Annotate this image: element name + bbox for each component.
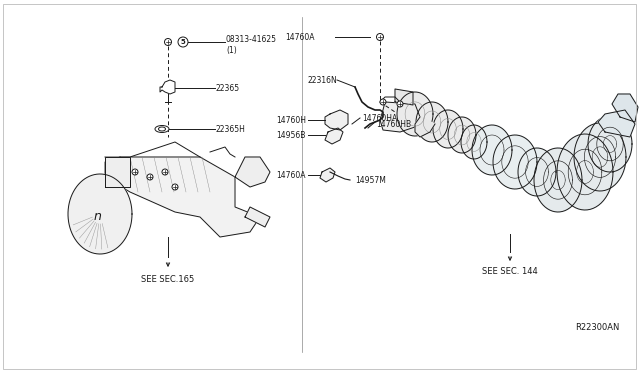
Polygon shape	[598, 110, 635, 137]
Polygon shape	[380, 102, 420, 132]
Circle shape	[397, 101, 403, 107]
Polygon shape	[105, 157, 260, 237]
Text: 14760HA: 14760HA	[362, 113, 397, 122]
Polygon shape	[105, 157, 130, 187]
Text: 22365: 22365	[216, 83, 240, 93]
Polygon shape	[245, 207, 270, 227]
Text: SEE SEC.165: SEE SEC.165	[141, 275, 195, 283]
Polygon shape	[395, 89, 413, 105]
Polygon shape	[160, 80, 175, 94]
Polygon shape	[68, 174, 132, 254]
Circle shape	[164, 38, 172, 45]
Polygon shape	[534, 148, 582, 212]
Polygon shape	[612, 94, 638, 122]
Circle shape	[147, 174, 153, 180]
Ellipse shape	[155, 125, 169, 132]
Text: 14760A: 14760A	[276, 170, 306, 180]
Text: 14760A: 14760A	[285, 32, 315, 42]
Polygon shape	[588, 116, 632, 172]
Text: 14760HB: 14760HB	[376, 119, 411, 128]
Circle shape	[376, 33, 383, 41]
Polygon shape	[461, 125, 487, 159]
Text: 5: 5	[180, 39, 186, 45]
Text: 14956B: 14956B	[276, 131, 306, 140]
Polygon shape	[574, 123, 626, 191]
Polygon shape	[235, 157, 270, 187]
Polygon shape	[448, 117, 476, 153]
Ellipse shape	[159, 127, 166, 131]
Text: R22300AN: R22300AN	[575, 323, 620, 331]
Text: 14957M: 14957M	[355, 176, 386, 185]
Circle shape	[178, 37, 188, 47]
Text: 14760H: 14760H	[276, 115, 306, 125]
Text: SEE SEC. 144: SEE SEC. 144	[482, 267, 538, 276]
Text: 22365H: 22365H	[216, 125, 246, 134]
Text: 08313-41625: 08313-41625	[226, 35, 277, 44]
Circle shape	[132, 169, 138, 175]
Circle shape	[380, 99, 386, 105]
Polygon shape	[557, 134, 613, 210]
Text: (1): (1)	[226, 45, 237, 55]
Polygon shape	[493, 135, 537, 189]
Polygon shape	[433, 110, 463, 148]
Circle shape	[162, 169, 168, 175]
Text: n: n	[93, 209, 101, 222]
Polygon shape	[415, 117, 435, 137]
Circle shape	[172, 184, 178, 190]
Polygon shape	[397, 92, 433, 136]
Polygon shape	[416, 102, 448, 142]
Polygon shape	[472, 125, 512, 175]
Polygon shape	[518, 148, 556, 196]
Polygon shape	[320, 168, 335, 182]
Polygon shape	[325, 110, 348, 130]
Text: 22316N: 22316N	[308, 76, 338, 84]
Polygon shape	[325, 128, 343, 144]
